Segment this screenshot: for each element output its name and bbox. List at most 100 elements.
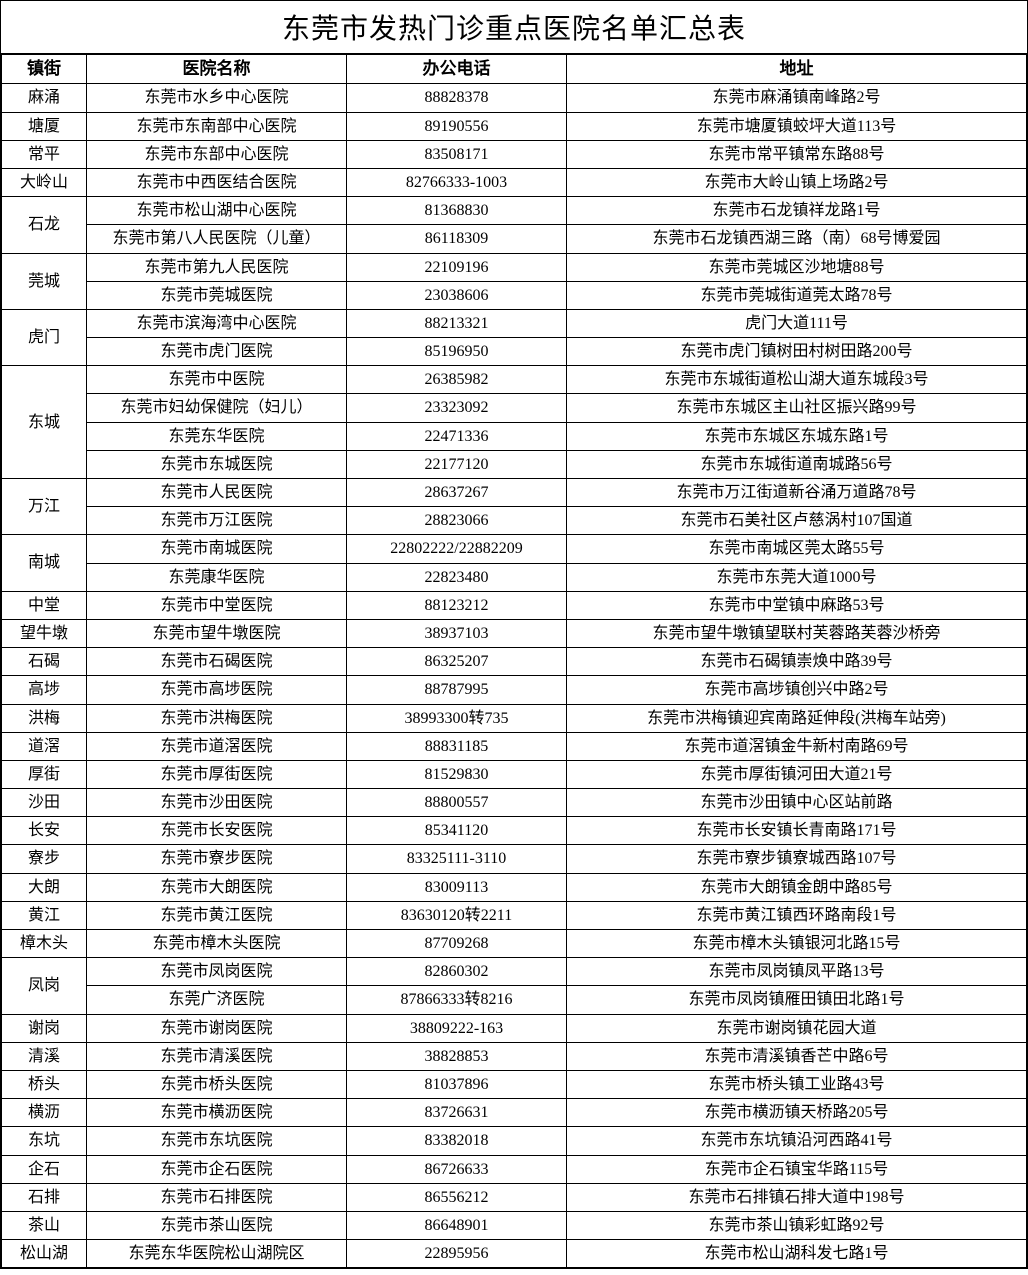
- cell-address: 东莞市松山湖科发七路1号: [567, 1240, 1027, 1268]
- cell-phone: 88787995: [347, 676, 567, 704]
- cell-phone: 88800557: [347, 789, 567, 817]
- cell-phone: 87866333转8216: [347, 986, 567, 1014]
- cell-address: 东莞市石龙镇西湖三路（南）68号博爱园: [567, 225, 1027, 253]
- cell-hospital: 东莞市清溪医院: [87, 1042, 347, 1070]
- cell-address: 东莞市道滘镇金牛新村南路69号: [567, 732, 1027, 760]
- cell-town: 长安: [2, 817, 87, 845]
- table-row: 望牛墩东莞市望牛墩医院38937103东莞市望牛墩镇望联村芙蓉路芙蓉沙桥旁: [2, 619, 1027, 647]
- table-row: 东莞广济医院87866333转8216东莞市凤岗镇雁田镇田北路1号: [2, 986, 1027, 1014]
- table-row: 高埗东莞市高埗医院88787995东莞市高埗镇创兴中路2号: [2, 676, 1027, 704]
- cell-town: 常平: [2, 140, 87, 168]
- cell-hospital: 东莞市大朗医院: [87, 873, 347, 901]
- table-row: 桥头东莞市桥头医院81037896东莞市桥头镇工业路43号: [2, 1070, 1027, 1098]
- table-row: 虎门东莞市滨海湾中心医院88213321虎门大道111号: [2, 309, 1027, 337]
- table-row: 横沥东莞市横沥医院83726631东莞市横沥镇天桥路205号: [2, 1099, 1027, 1127]
- cell-phone: 82766333-1003: [347, 168, 567, 196]
- table-title: 东莞市发热门诊重点医院名单汇总表: [1, 1, 1027, 54]
- cell-town: 黄江: [2, 901, 87, 929]
- cell-phone: 38809222-163: [347, 1014, 567, 1042]
- table-row: 厚街东莞市厚街医院81529830东莞市厚街镇河田大道21号: [2, 760, 1027, 788]
- cell-town: 凤岗: [2, 958, 87, 1014]
- table-row: 东莞康华医院22823480东莞市东莞大道1000号: [2, 563, 1027, 591]
- table-row: 东莞市万江医院28823066东莞市石美社区卢慈涡村107国道: [2, 507, 1027, 535]
- table-row: 东城东莞市中医院26385982东莞市东城街道松山湖大道东城段3号: [2, 366, 1027, 394]
- cell-hospital: 东莞市第八人民医院（儿童）: [87, 225, 347, 253]
- cell-hospital: 东莞市茶山医院: [87, 1211, 347, 1239]
- cell-town: 石排: [2, 1183, 87, 1211]
- cell-address: 东莞市凤岗镇凤平路13号: [567, 958, 1027, 986]
- table-row: 大岭山东莞市中西医结合医院82766333-1003东莞市大岭山镇上场路2号: [2, 168, 1027, 196]
- cell-hospital: 东莞市第九人民医院: [87, 253, 347, 281]
- hospital-table-container: 东莞市发热门诊重点医院名单汇总表 镇街 医院名称 办公电话 地址 麻涌东莞市水乡…: [0, 0, 1028, 1269]
- table-row: 黄江东莞市黄江医院83630120转2211东莞市黄江镇西环路南段1号: [2, 901, 1027, 929]
- cell-address: 东莞市中堂镇中麻路53号: [567, 591, 1027, 619]
- cell-address: 东莞市大朗镇金朗中路85号: [567, 873, 1027, 901]
- cell-phone: 22823480: [347, 563, 567, 591]
- cell-phone: 28823066: [347, 507, 567, 535]
- cell-address: 东莞市企石镇宝华路115号: [567, 1155, 1027, 1183]
- cell-hospital: 东莞市中医院: [87, 366, 347, 394]
- cell-hospital: 东莞东华医院: [87, 422, 347, 450]
- cell-hospital: 东莞市寮步医院: [87, 845, 347, 873]
- header-hospital: 医院名称: [87, 55, 347, 84]
- cell-town: 石龙: [2, 197, 87, 253]
- table-row: 沙田东莞市沙田医院88800557东莞市沙田镇中心区站前路: [2, 789, 1027, 817]
- cell-phone: 22471336: [347, 422, 567, 450]
- table-row: 麻涌东莞市水乡中心医院88828378东莞市麻涌镇南峰路2号: [2, 84, 1027, 112]
- cell-hospital: 东莞东华医院松山湖院区: [87, 1240, 347, 1268]
- cell-hospital: 东莞市水乡中心医院: [87, 84, 347, 112]
- table-row: 南城东莞市南城医院22802222/22882209东莞市南城区莞太路55号: [2, 535, 1027, 563]
- cell-hospital: 东莞市望牛墩医院: [87, 619, 347, 647]
- cell-town: 道滘: [2, 732, 87, 760]
- cell-hospital: 东莞市企石医院: [87, 1155, 347, 1183]
- table-row: 谢岗东莞市谢岗医院38809222-163东莞市谢岗镇花园大道: [2, 1014, 1027, 1042]
- cell-hospital: 东莞广济医院: [87, 986, 347, 1014]
- cell-phone: 81368830: [347, 197, 567, 225]
- cell-hospital: 东莞市虎门医院: [87, 338, 347, 366]
- cell-address: 东莞市高埗镇创兴中路2号: [567, 676, 1027, 704]
- header-town: 镇街: [2, 55, 87, 84]
- cell-town: 东坑: [2, 1127, 87, 1155]
- table-row: 长安东莞市长安医院85341120东莞市长安镇长青南路171号: [2, 817, 1027, 845]
- cell-town: 莞城: [2, 253, 87, 309]
- cell-address: 东莞市石美社区卢慈涡村107国道: [567, 507, 1027, 535]
- cell-address: 东莞市清溪镇香芒中路6号: [567, 1042, 1027, 1070]
- cell-town: 石碣: [2, 648, 87, 676]
- cell-hospital: 东莞康华医院: [87, 563, 347, 591]
- cell-phone: 26385982: [347, 366, 567, 394]
- cell-town: 东城: [2, 366, 87, 479]
- cell-town: 桥头: [2, 1070, 87, 1098]
- cell-address: 东莞市横沥镇天桥路205号: [567, 1099, 1027, 1127]
- cell-address: 东莞市长安镇长青南路171号: [567, 817, 1027, 845]
- header-address: 地址: [567, 55, 1027, 84]
- cell-town: 茶山: [2, 1211, 87, 1239]
- cell-phone: 38993300转735: [347, 704, 567, 732]
- cell-town: 清溪: [2, 1042, 87, 1070]
- cell-hospital: 东莞市长安医院: [87, 817, 347, 845]
- cell-hospital: 东莞市南城医院: [87, 535, 347, 563]
- cell-phone: 88831185: [347, 732, 567, 760]
- cell-address: 东莞市东城区主山社区振兴路99号: [567, 394, 1027, 422]
- cell-phone: 22109196: [347, 253, 567, 281]
- cell-address: 东莞市茶山镇彩虹路92号: [567, 1211, 1027, 1239]
- cell-phone: 85341120: [347, 817, 567, 845]
- cell-address: 东莞市虎门镇树田村树田路200号: [567, 338, 1027, 366]
- table-row: 清溪东莞市清溪医院38828853东莞市清溪镇香芒中路6号: [2, 1042, 1027, 1070]
- hospital-table: 镇街 医院名称 办公电话 地址 麻涌东莞市水乡中心医院88828378东莞市麻涌…: [1, 54, 1027, 1268]
- cell-hospital: 东莞市谢岗医院: [87, 1014, 347, 1042]
- cell-town: 大朗: [2, 873, 87, 901]
- cell-address: 东莞市麻涌镇南峰路2号: [567, 84, 1027, 112]
- cell-phone: 38828853: [347, 1042, 567, 1070]
- table-row: 樟木头东莞市樟木头医院87709268东莞市樟木头镇银河北路15号: [2, 930, 1027, 958]
- table-row: 石排东莞市石排医院86556212东莞市石排镇石排大道中198号: [2, 1183, 1027, 1211]
- cell-phone: 89190556: [347, 112, 567, 140]
- cell-phone: 83630120转2211: [347, 901, 567, 929]
- cell-address: 东莞市谢岗镇花园大道: [567, 1014, 1027, 1042]
- cell-town: 樟木头: [2, 930, 87, 958]
- cell-address: 东莞市莞城街道莞太路78号: [567, 281, 1027, 309]
- cell-phone: 88123212: [347, 591, 567, 619]
- cell-address: 东莞市凤岗镇雁田镇田北路1号: [567, 986, 1027, 1014]
- header-row: 镇街 医院名称 办公电话 地址: [2, 55, 1027, 84]
- cell-address: 东莞市塘厦镇蛟坪大道113号: [567, 112, 1027, 140]
- cell-hospital: 东莞市东城医院: [87, 450, 347, 478]
